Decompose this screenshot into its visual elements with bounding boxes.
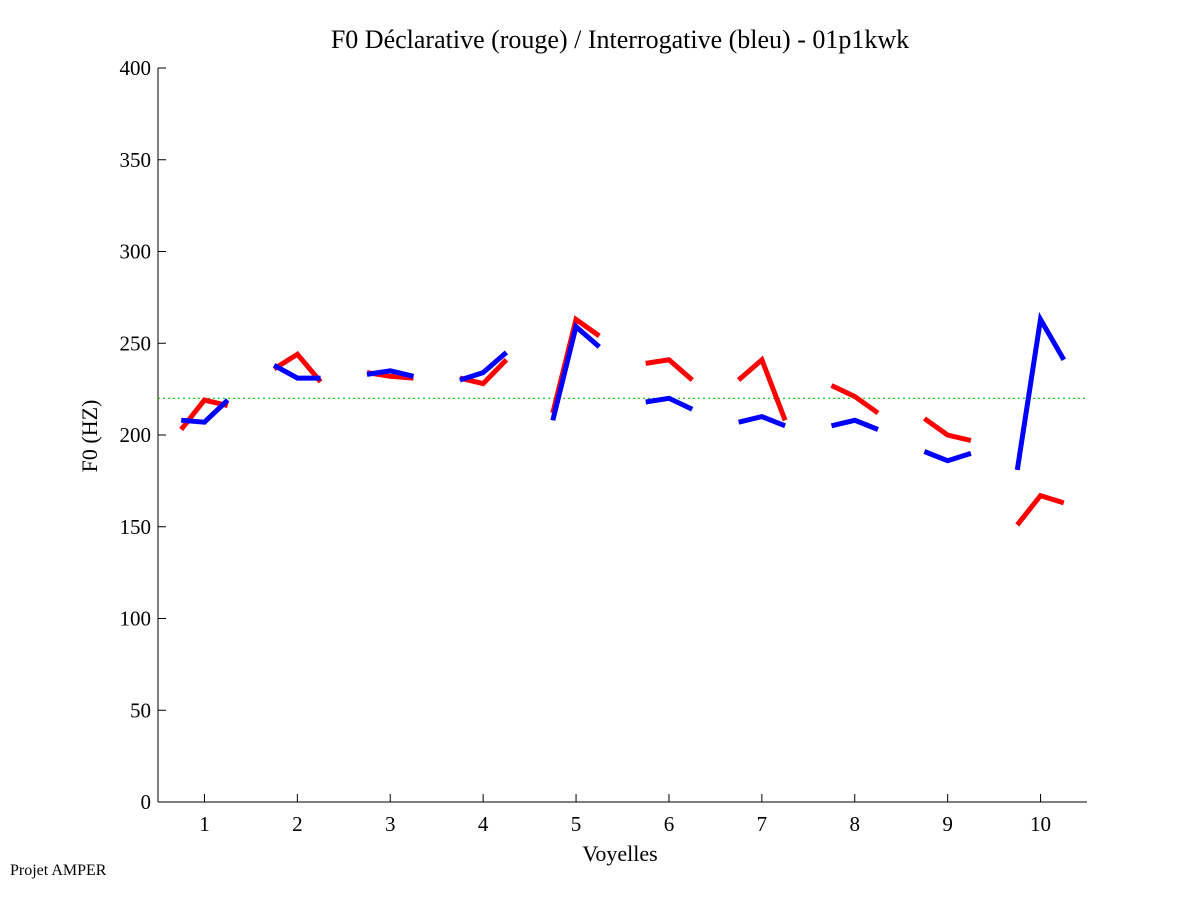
axes: 0 50 100 150 200 250 300 350 400 1 2 3 4 5 6 7 8 9 10 bbox=[120, 56, 1087, 836]
series-segment-vowel-3 bbox=[366, 368, 415, 379]
x-tick-label: 5 bbox=[571, 812, 582, 836]
series-segment-vowel-7 bbox=[736, 355, 788, 422]
y-tick-label: 400 bbox=[120, 56, 152, 80]
x-tick-label: 8 bbox=[850, 812, 861, 836]
series-segment-vowel-8 bbox=[830, 417, 879, 432]
y-tick-label: 0 bbox=[141, 790, 152, 814]
x-tick-label: 2 bbox=[292, 812, 303, 836]
series-segment-vowel-5 bbox=[550, 322, 601, 421]
y-tick-label: 200 bbox=[120, 423, 152, 447]
x-axis-label: Voyelles bbox=[582, 841, 657, 866]
series-segment-vowel-2 bbox=[272, 363, 321, 381]
x-tick-label: 6 bbox=[664, 812, 675, 836]
series-red bbox=[179, 315, 1065, 527]
y-tick-label: 100 bbox=[120, 607, 152, 631]
y-tick-label: 150 bbox=[120, 515, 152, 539]
series-segment-vowel-6 bbox=[645, 357, 694, 382]
chart-title: F0 Déclarative (rouge) / Interrogative (… bbox=[331, 25, 909, 54]
series-segment-vowel-9 bbox=[923, 449, 972, 464]
series-segment-vowel-9 bbox=[922, 416, 972, 443]
x-tick-label: 3 bbox=[385, 812, 396, 836]
footer-credit: Projet AMPER bbox=[10, 862, 107, 879]
series-segment-vowel-1 bbox=[180, 398, 230, 425]
y-tick-label: 50 bbox=[130, 698, 151, 722]
series-segment-vowel-8 bbox=[830, 383, 880, 416]
series-segment-vowel-4 bbox=[459, 350, 509, 383]
series-blue bbox=[180, 311, 1066, 471]
series-segment-vowel-2 bbox=[272, 351, 323, 384]
y-tick-label: 350 bbox=[120, 148, 152, 172]
y-tick-label: 300 bbox=[120, 240, 152, 264]
series-segment-vowel-6 bbox=[645, 395, 694, 412]
y-axis-label: F0 (HZ) bbox=[77, 400, 102, 473]
series-layer bbox=[179, 311, 1066, 527]
x-tick-label: 1 bbox=[199, 812, 210, 836]
series-segment-vowel-10 bbox=[1014, 311, 1066, 471]
x-tick-label: 4 bbox=[478, 812, 489, 836]
x-tick-label: 9 bbox=[942, 812, 953, 836]
y-tick-label: 250 bbox=[120, 331, 152, 355]
x-tick-label: 10 bbox=[1030, 812, 1051, 836]
series-segment-vowel-10 bbox=[1015, 492, 1065, 527]
x-tick-label: 7 bbox=[757, 812, 768, 836]
series-segment-vowel-7 bbox=[738, 413, 787, 429]
